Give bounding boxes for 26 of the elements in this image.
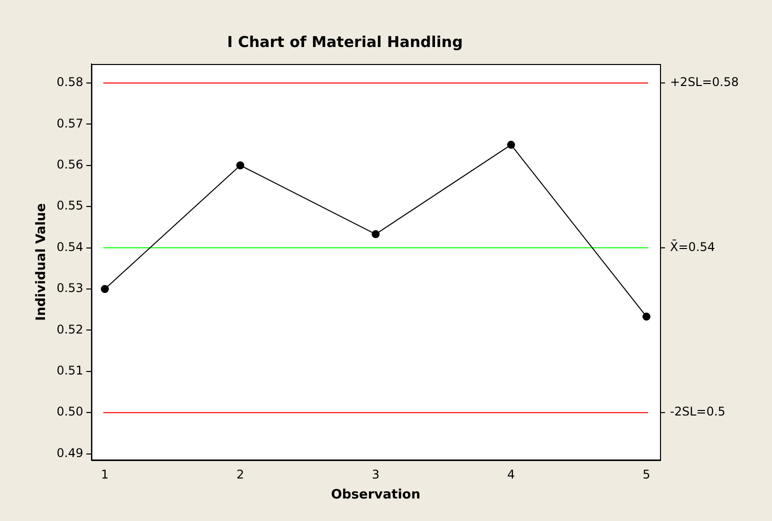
ref-line-label: +2SL=0.58 xyxy=(670,75,739,90)
y-tick-label: 0.49 xyxy=(56,446,84,460)
point xyxy=(100,284,109,293)
y-tick-label: 0.55 xyxy=(56,198,84,213)
point xyxy=(507,140,516,149)
ref-line-label: -2SL=0.5 xyxy=(670,404,726,419)
y-axis-title: Individual Value xyxy=(34,202,50,321)
y-tick-label: 0.57 xyxy=(56,116,84,130)
y-tick-label: 0.53 xyxy=(56,281,84,296)
x-tick-label: 3 xyxy=(372,467,380,482)
point xyxy=(642,312,650,321)
ref-line-label: X̄=0.54 xyxy=(670,240,715,254)
y-tick-label: 0.56 xyxy=(56,157,84,172)
point xyxy=(236,161,244,170)
y-tick-label: 0.51 xyxy=(56,364,84,378)
y-tick-label: 0.58 xyxy=(56,75,84,90)
point xyxy=(372,230,380,238)
x-tick-label: 4 xyxy=(507,467,515,482)
y-tick-label: 0.52 xyxy=(56,322,84,336)
x-axis-title: Observation xyxy=(330,488,420,503)
y-tick-label: 0.54 xyxy=(56,240,84,254)
x-tick-label: 1 xyxy=(101,467,109,482)
x-tick-label: 5 xyxy=(642,467,650,482)
x-tick-label: 2 xyxy=(236,467,244,482)
y-tick-label: 0.50 xyxy=(56,404,84,419)
chart-title: I Chart of Material Handling xyxy=(227,32,463,51)
